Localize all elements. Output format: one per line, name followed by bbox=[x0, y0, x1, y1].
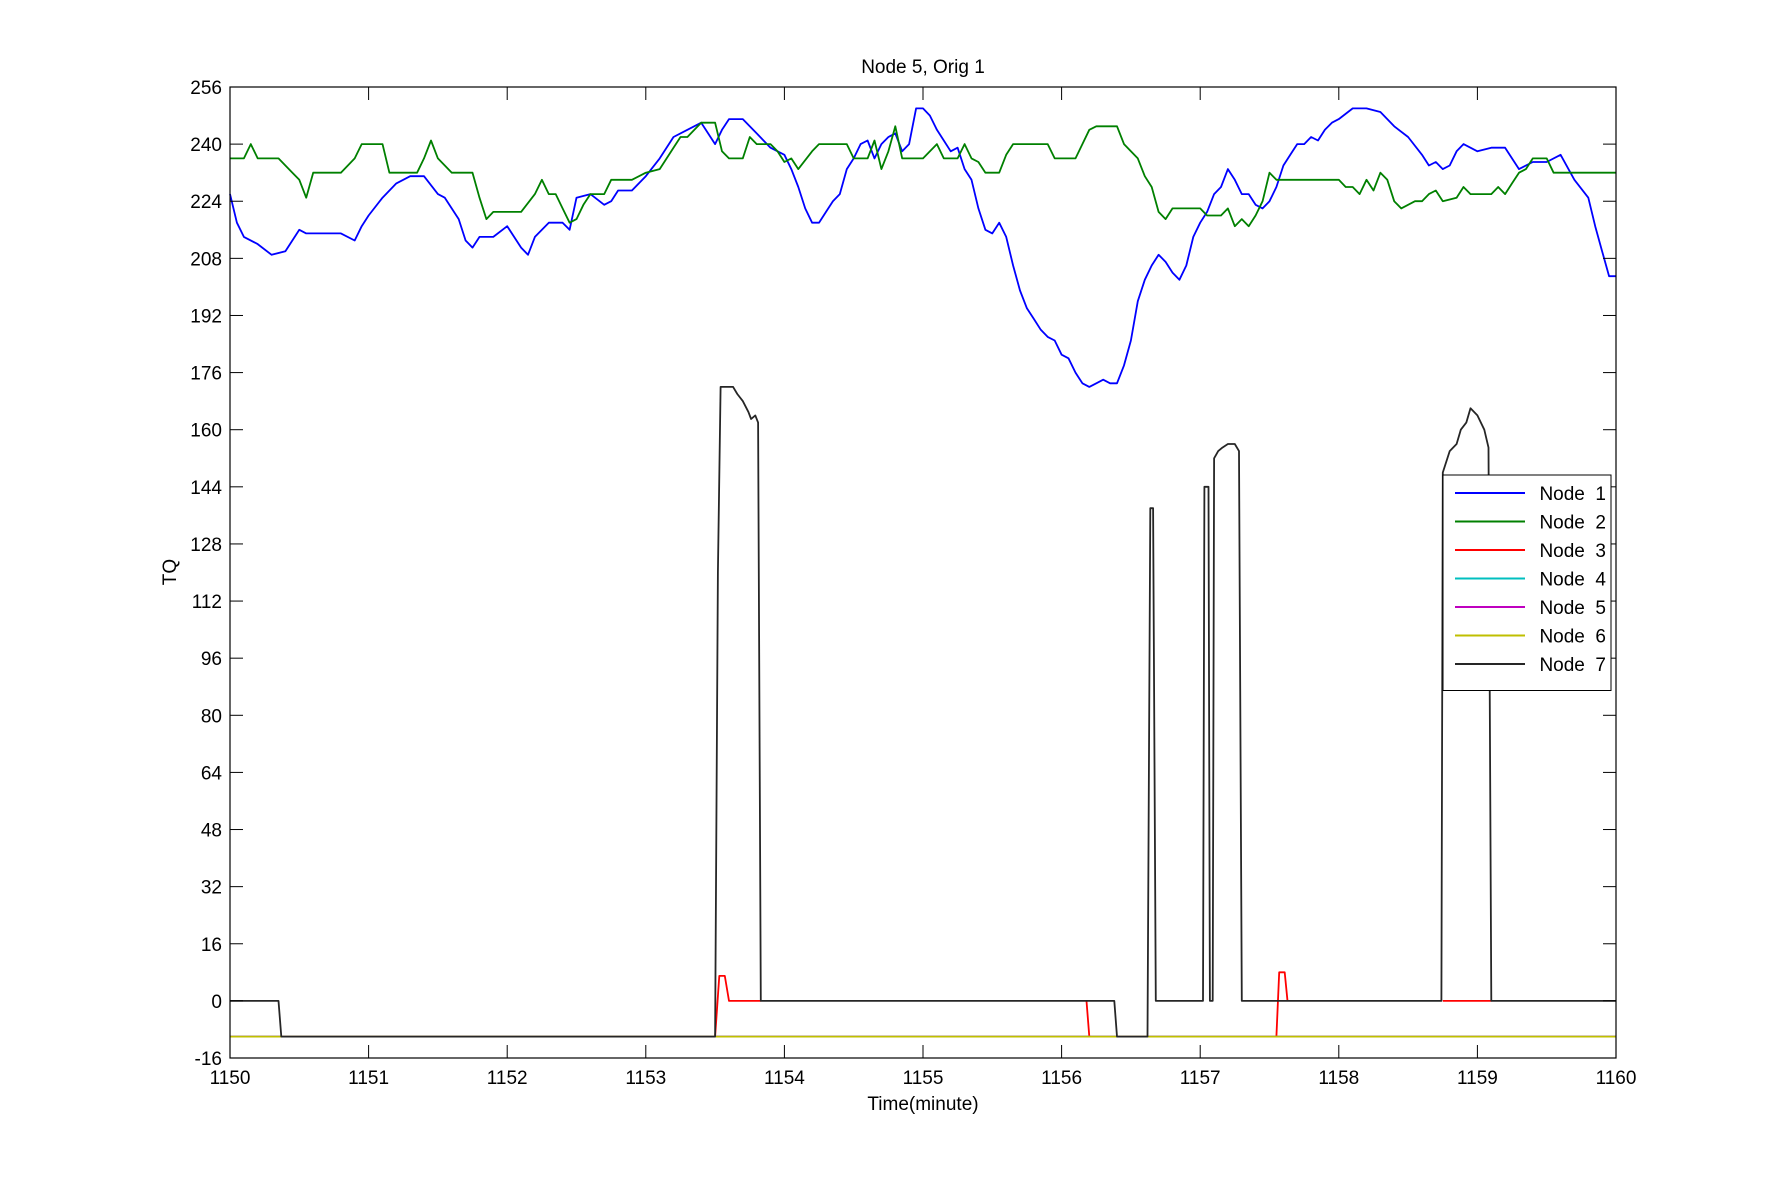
x-tick-label: 1154 bbox=[764, 1068, 805, 1089]
x-tick-label: 1160 bbox=[1596, 1068, 1637, 1089]
x-axis-label: Time(minute) bbox=[867, 1094, 978, 1115]
series-line-node-1 bbox=[229, 107, 1616, 388]
y-tick-label: 96 bbox=[201, 649, 222, 670]
y-tick-label: 176 bbox=[190, 364, 222, 385]
x-tick-label: 1157 bbox=[1180, 1068, 1221, 1089]
y-tick-label: -16 bbox=[195, 1049, 222, 1070]
x-tick-label: 1155 bbox=[903, 1068, 944, 1089]
y-tick-label: 112 bbox=[192, 592, 222, 613]
x-tick-label: 1156 bbox=[1041, 1068, 1082, 1089]
y-tick-label: 192 bbox=[190, 306, 222, 327]
legend: Node 1 Node 2 Node 3 Node 4 Node 5 Node 6 Node… bbox=[1442, 474, 1612, 691]
axes-background bbox=[230, 87, 1616, 1058]
y-tick-label: 224 bbox=[190, 192, 222, 213]
tick-layer: 1150 1151 1152 1153 1154 1155 1156 1157 1158 1159… bbox=[190, 78, 1636, 1089]
y-tick-label: 48 bbox=[201, 821, 222, 842]
legend-label: Node 7 bbox=[1539, 655, 1606, 676]
y-tick-label: 16 bbox=[201, 935, 222, 956]
x-tick-label: 1151 bbox=[348, 1068, 389, 1089]
x-tick-label: 1152 bbox=[487, 1068, 528, 1089]
y-tick-label: 64 bbox=[201, 763, 223, 784]
series-line-node-7 bbox=[230, 386, 1616, 1038]
legend-label: Node 2 bbox=[1539, 513, 1606, 534]
y-tick-label: 208 bbox=[190, 249, 222, 270]
x-tick-label: 1158 bbox=[1318, 1068, 1359, 1089]
y-tick-label: 80 bbox=[201, 706, 222, 727]
x-tick-label: 1153 bbox=[625, 1068, 666, 1089]
legend-label: Node 3 bbox=[1539, 541, 1606, 562]
legend-label: Node 4 bbox=[1539, 570, 1606, 591]
y-tick-label: 128 bbox=[190, 535, 222, 556]
legend-label: Node 5 bbox=[1539, 598, 1606, 619]
series-line-node-2 bbox=[230, 121, 1616, 228]
series-layer bbox=[229, 107, 1616, 1038]
y-tick-label: 240 bbox=[190, 135, 222, 156]
legend-label: Node 1 bbox=[1539, 484, 1606, 505]
y-tick-label: 0 bbox=[211, 992, 222, 1013]
y-tick-label: 160 bbox=[190, 421, 222, 442]
y-tick-label: 144 bbox=[190, 478, 222, 499]
chart-title: Node 5, Orig 1 bbox=[861, 57, 985, 78]
legend-box bbox=[1442, 474, 1612, 691]
series-line-node-3 bbox=[714, 971, 1492, 1037]
y-axis-label: TQ bbox=[160, 559, 181, 585]
x-tick-label: 1159 bbox=[1457, 1068, 1498, 1089]
x-tick-label: 1150 bbox=[210, 1068, 251, 1089]
y-tick-label: 256 bbox=[190, 78, 222, 99]
legend-label: Node 6 bbox=[1539, 627, 1606, 648]
y-tick-label: 32 bbox=[201, 878, 222, 899]
